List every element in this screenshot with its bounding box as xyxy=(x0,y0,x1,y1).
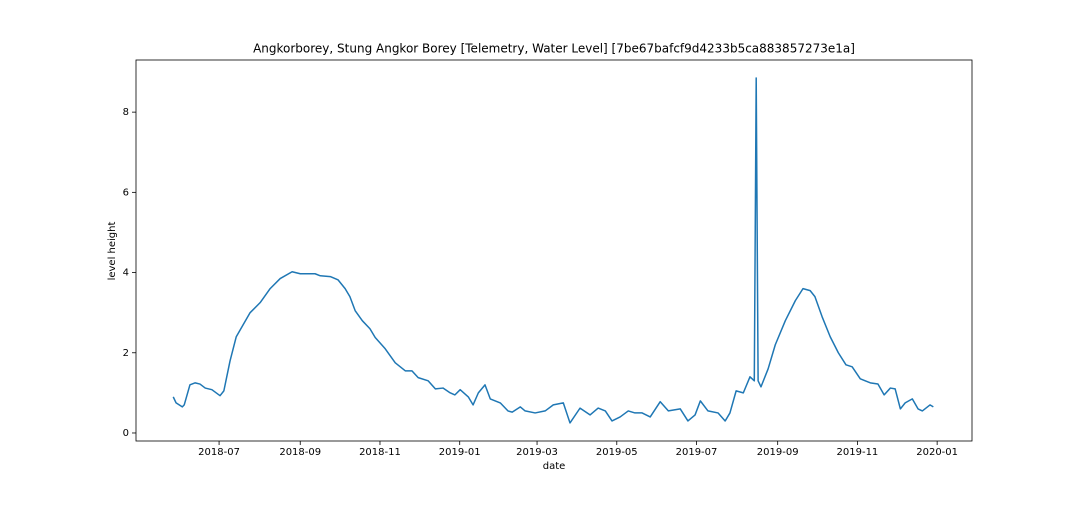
x-tick-label: 2019-09 xyxy=(757,447,799,458)
y-tick-label: 6 xyxy=(123,187,129,198)
data-line xyxy=(172,77,934,424)
x-tick-label: 2020-01 xyxy=(916,447,958,458)
y-axis-label: level height xyxy=(107,222,118,281)
y-tick-label: 8 xyxy=(123,107,129,118)
chart-title: Angkorborey, Stung Angkor Borey [Telemet… xyxy=(253,42,855,56)
x-tick-label: 2018-09 xyxy=(279,447,321,458)
plot-frame xyxy=(135,59,973,442)
y-tick-label: 2 xyxy=(123,348,129,359)
x-tick-label: 2019-03 xyxy=(516,447,558,458)
x-tick-label: 2018-07 xyxy=(198,447,240,458)
y-tick-label: 0 xyxy=(123,428,129,439)
x-tick-label: 2019-01 xyxy=(439,447,481,458)
y-tick-label: 4 xyxy=(123,268,129,279)
x-tick-label: 2019-07 xyxy=(676,447,718,458)
x-tick-label: 2019-05 xyxy=(596,447,638,458)
x-tick-label: 2018-11 xyxy=(359,447,401,458)
x-axis-label: date xyxy=(543,461,566,472)
x-tick-label: 2019-11 xyxy=(837,447,879,458)
